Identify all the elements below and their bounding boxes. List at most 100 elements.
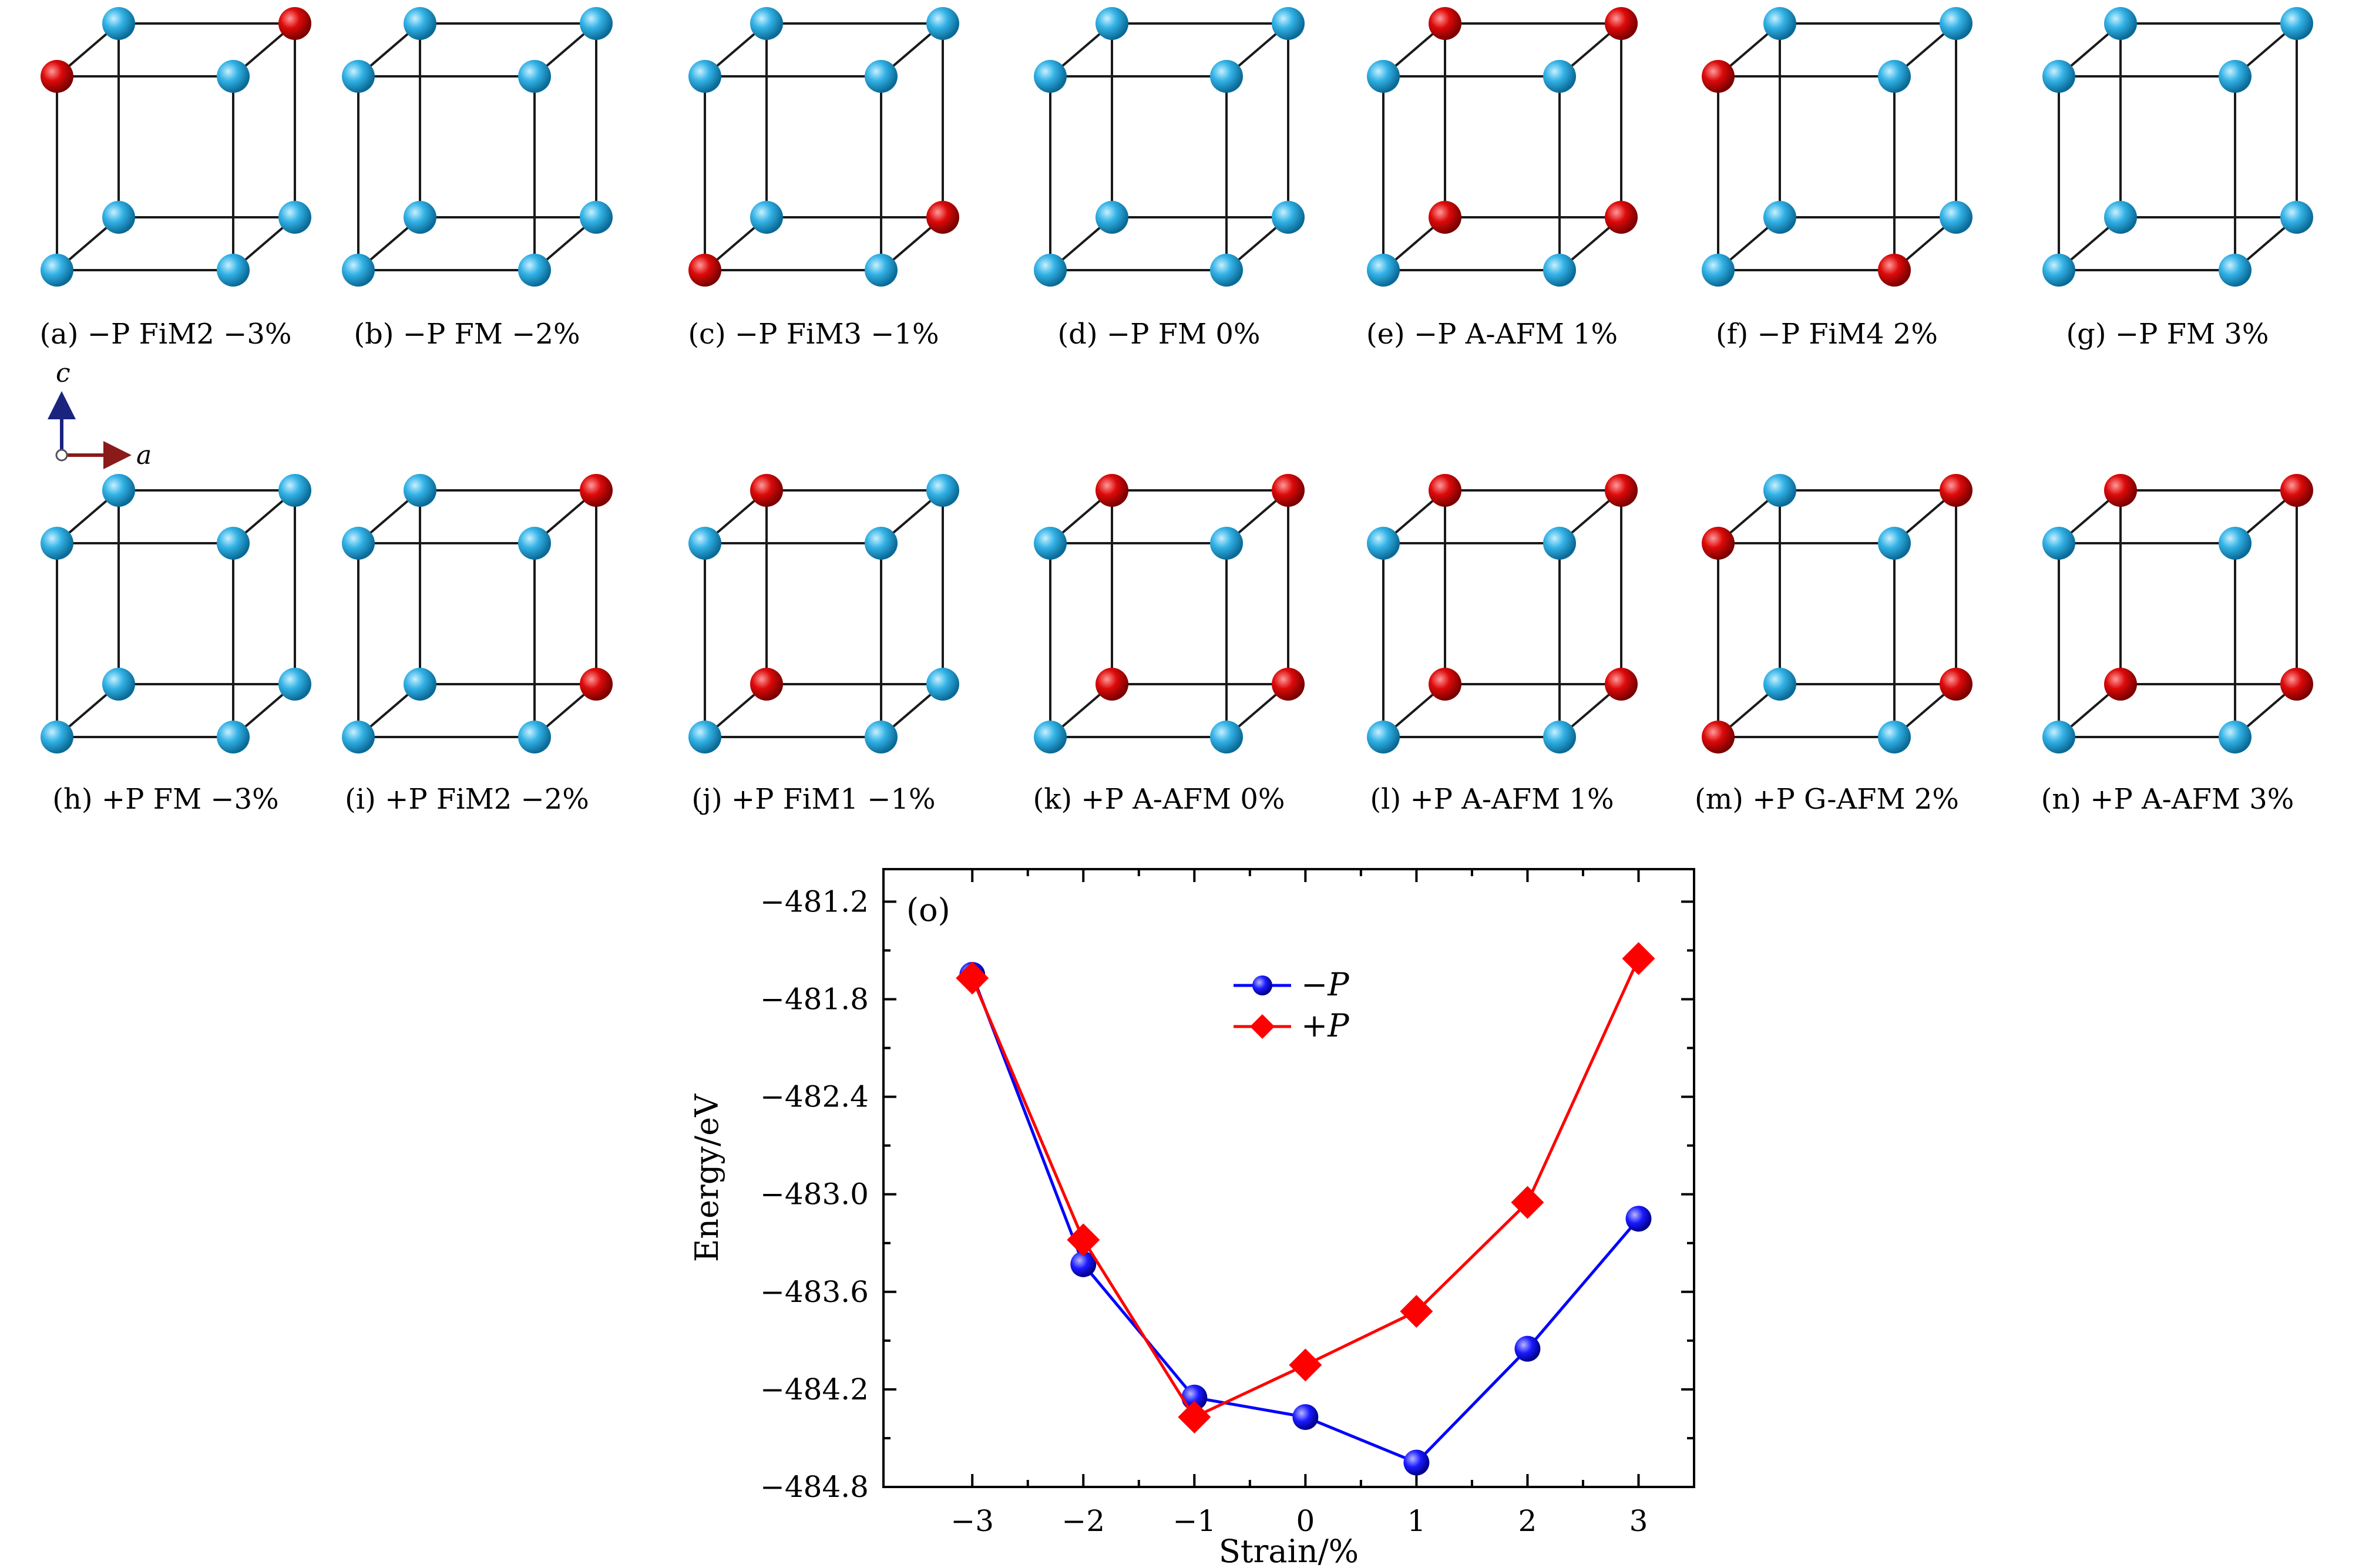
atom-spin-up xyxy=(41,254,73,287)
atom-spin-down xyxy=(1429,7,1461,40)
y-tick-label: −482.4 xyxy=(760,1080,869,1114)
atom-spin-up xyxy=(688,527,721,560)
structure-panel-b: (b) −P FM −2% xyxy=(342,7,613,351)
atom-spin-up xyxy=(865,721,898,753)
caption-g: (g) −P FM 3% xyxy=(2066,318,2269,351)
y-tick-label: −481.8 xyxy=(760,982,869,1016)
atom-spin-up xyxy=(1272,7,1305,40)
atom-spin-up xyxy=(865,254,898,287)
x-tick-label: 2 xyxy=(1518,1504,1537,1538)
data-point xyxy=(1511,1186,1544,1219)
lattice-axes-indicator: c a xyxy=(48,358,152,470)
atom-spin-up xyxy=(1543,254,1576,287)
atom-spin-up xyxy=(1763,474,1796,507)
x-tick-label: 3 xyxy=(1629,1504,1648,1538)
atom-spin-up xyxy=(1096,201,1128,234)
legend: −P +P xyxy=(1234,966,1350,1044)
atom-spin-up xyxy=(102,7,135,40)
atom-spin-up xyxy=(102,474,135,507)
atom-spin-up xyxy=(2042,527,2075,560)
data-point xyxy=(1514,1335,1541,1362)
structure-panel-i: (i) +P FiM2 −2% xyxy=(342,474,613,816)
structure-panels: (a) −P FiM2 −3% (b) −P FM −2% (c) −P FiM3 … xyxy=(39,7,2313,816)
structure-panel-e: (e) −P A-AFM 1% xyxy=(1366,7,1638,351)
atom-spin-down xyxy=(278,7,311,40)
data-point xyxy=(1292,1404,1319,1430)
atom-spin-down xyxy=(1429,668,1461,701)
atom-spin-up xyxy=(580,201,613,234)
atom-spin-up xyxy=(41,721,73,753)
atom-spin-up xyxy=(1272,201,1305,234)
atom-spin-up xyxy=(518,721,551,753)
atom-spin-up xyxy=(404,201,436,234)
atom-spin-up xyxy=(2042,254,2075,287)
structure-panel-l: (l) +P A-AFM 1% xyxy=(1367,474,1638,816)
atom-spin-up xyxy=(1210,721,1243,753)
atom-spin-up xyxy=(217,527,250,560)
structure-panel-a: (a) −P FiM2 −3% xyxy=(39,7,311,351)
legend-marker-minus-p xyxy=(1252,975,1272,995)
atom-spin-down xyxy=(1429,201,1461,234)
atom-spin-up xyxy=(2042,60,2075,93)
atom-spin-up xyxy=(1763,668,1796,701)
caption-l: (l) +P A-AFM 1% xyxy=(1370,783,1614,816)
data-point xyxy=(1289,1348,1322,1382)
data-series xyxy=(956,942,1655,1476)
atom-spin-up xyxy=(1034,254,1067,287)
caption-c: (c) −P FiM3 −1% xyxy=(688,318,939,351)
axis-ticks: −3 −2 −1 0 1 2 3 −484.8 −484.2 −483.6 −483.0 −482.4… xyxy=(760,869,1694,1538)
atom-spin-down xyxy=(1096,474,1128,507)
atom-spin-down xyxy=(1605,7,1638,40)
atom-spin-down xyxy=(1605,474,1638,507)
structure-panel-j: (j) +P FiM1 −1% xyxy=(688,474,959,816)
atom-spin-down xyxy=(926,201,959,234)
atom-spin-down xyxy=(1429,474,1461,507)
atom-spin-up xyxy=(750,7,783,40)
atom-spin-down xyxy=(1272,668,1305,701)
atom-spin-down xyxy=(1940,668,1972,701)
y-tick-label: −483.6 xyxy=(760,1275,869,1309)
atom-spin-up xyxy=(865,527,898,560)
atom-spin-up xyxy=(1367,721,1400,753)
atom-spin-up xyxy=(2219,254,2252,287)
atom-spin-up xyxy=(1543,721,1576,753)
atom-spin-up xyxy=(278,474,311,507)
data-point xyxy=(956,961,989,995)
legend-entry-minus-p: −P xyxy=(1234,966,1350,1003)
atom-spin-up xyxy=(1878,60,1911,93)
atom-spin-up xyxy=(217,254,250,287)
caption-m: (m) +P G-AFM 2% xyxy=(1695,783,1959,816)
caption-b: (b) −P FM −2% xyxy=(354,318,580,351)
atom-spin-down xyxy=(1940,474,1972,507)
y-axis-title: Energy/eV xyxy=(688,1093,725,1262)
legend-entry-plus-p: +P xyxy=(1234,1007,1350,1044)
data-point xyxy=(1067,1223,1100,1257)
atom-spin-down xyxy=(2104,474,2137,507)
x-tick-label: 1 xyxy=(1407,1504,1426,1538)
atom-spin-up xyxy=(1367,527,1400,560)
atom-spin-down xyxy=(41,60,73,93)
caption-k: (k) +P A-AFM 0% xyxy=(1033,783,1285,816)
structure-panel-g: (g) −P FM 3% xyxy=(2042,7,2313,351)
atom-spin-down xyxy=(1702,721,1735,753)
atom-spin-up xyxy=(102,201,135,234)
structure-panel-h: (h) +P FM −3% xyxy=(41,474,311,816)
atom-spin-up xyxy=(1367,60,1400,93)
structure-panel-c: (c) −P FiM3 −1% xyxy=(688,7,959,351)
x-tick-label: −1 xyxy=(1172,1504,1216,1538)
atom-spin-up xyxy=(926,474,959,507)
data-point xyxy=(1400,1295,1433,1328)
atom-spin-up xyxy=(1034,60,1067,93)
panel-label-o: (o) xyxy=(906,891,950,928)
atom-spin-down xyxy=(1605,668,1638,701)
atom-spin-down xyxy=(1272,474,1305,507)
atom-spin-down xyxy=(688,254,721,287)
atom-spin-up xyxy=(2219,60,2252,93)
atom-spin-up xyxy=(518,254,551,287)
atom-spin-down xyxy=(1878,254,1911,287)
energy-strain-chart: −3 −2 −1 0 1 2 3 −484.8 −484.2 −483.6 −483.0 −482.4… xyxy=(688,868,1695,1568)
a-axis-label: a xyxy=(136,440,152,470)
caption-n: (n) +P A-AFM 3% xyxy=(2041,783,2294,816)
data-point xyxy=(1178,1400,1211,1434)
x-axis-title: Strain/% xyxy=(1219,1533,1359,1568)
